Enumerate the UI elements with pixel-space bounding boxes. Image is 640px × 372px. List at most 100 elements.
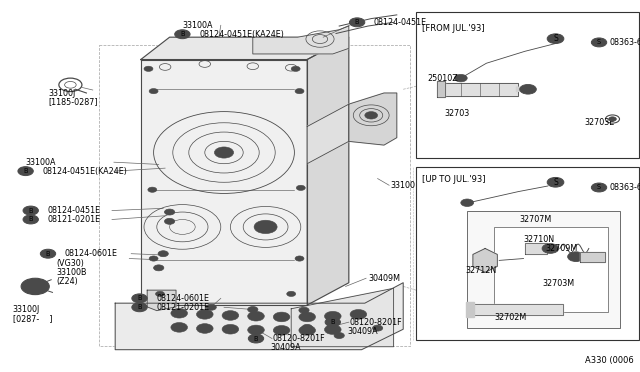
Circle shape [156, 291, 164, 296]
Text: 08124-0601E: 08124-0601E [65, 249, 118, 258]
Text: 08124-0451E(KA24E): 08124-0451E(KA24E) [42, 167, 127, 176]
Circle shape [454, 74, 467, 82]
Circle shape [547, 177, 564, 187]
Circle shape [248, 307, 258, 312]
Text: 33100: 33100 [390, 181, 415, 190]
Polygon shape [445, 83, 518, 96]
Text: 32703E: 32703E [584, 118, 614, 127]
Bar [467, 211, 620, 328]
Polygon shape [349, 93, 397, 145]
Polygon shape [525, 243, 547, 254]
Text: 32702M: 32702M [494, 313, 526, 322]
Text: 33100J: 33100J [48, 89, 76, 97]
Text: B: B [355, 19, 360, 25]
Text: 30409A: 30409A [348, 327, 378, 336]
Circle shape [132, 303, 147, 312]
Text: 32707M: 32707M [520, 215, 552, 224]
Circle shape [295, 89, 304, 94]
Circle shape [542, 244, 559, 253]
Text: 30409A: 30409A [271, 343, 301, 352]
Circle shape [164, 218, 175, 224]
Text: B: B [137, 304, 142, 310]
Circle shape [273, 312, 290, 322]
Circle shape [171, 308, 188, 318]
Text: B: B [330, 319, 335, 325]
Circle shape [350, 310, 367, 319]
Circle shape [372, 325, 383, 331]
Circle shape [349, 18, 365, 27]
Circle shape [149, 89, 158, 94]
Text: 32703: 32703 [445, 109, 470, 118]
Circle shape [144, 66, 153, 71]
Circle shape [23, 215, 38, 224]
Text: B: B [45, 251, 51, 257]
Circle shape [296, 185, 305, 190]
Circle shape [132, 294, 147, 303]
Text: 08124-0451E: 08124-0451E [47, 206, 100, 215]
Circle shape [302, 324, 312, 330]
Circle shape [222, 311, 239, 320]
Text: 32703M: 32703M [543, 279, 575, 288]
Text: [FROM JUL.'93]: [FROM JUL.'93] [422, 24, 485, 33]
Polygon shape [307, 104, 349, 164]
Circle shape [520, 84, 536, 94]
Text: 08363-6122G: 08363-6122G [609, 38, 640, 47]
Circle shape [591, 183, 607, 192]
Circle shape [609, 117, 616, 121]
Text: S: S [553, 178, 558, 187]
Text: 08124-0601E: 08124-0601E [156, 294, 209, 303]
Circle shape [23, 206, 38, 215]
Polygon shape [466, 302, 474, 317]
Circle shape [524, 87, 532, 92]
Polygon shape [253, 26, 349, 54]
Circle shape [547, 34, 564, 44]
Circle shape [568, 252, 584, 262]
Circle shape [334, 333, 344, 339]
Circle shape [222, 324, 239, 334]
Bar [416, 167, 639, 340]
Text: [UP TO JUL.'93]: [UP TO JUL.'93] [422, 175, 486, 184]
Circle shape [196, 324, 213, 333]
Text: 08124-0451E(KA24E): 08124-0451E(KA24E) [199, 30, 284, 39]
Text: B: B [23, 168, 28, 174]
Circle shape [248, 334, 264, 343]
Circle shape [324, 325, 341, 334]
Text: 33100A: 33100A [182, 21, 213, 30]
Circle shape [40, 249, 56, 258]
Circle shape [591, 38, 607, 47]
Text: 33100A: 33100A [26, 158, 56, 167]
Circle shape [295, 256, 304, 261]
Text: 08124-0451E: 08124-0451E [374, 18, 427, 27]
Polygon shape [291, 288, 394, 347]
Circle shape [254, 220, 277, 234]
Circle shape [291, 66, 300, 71]
Polygon shape [141, 60, 307, 305]
Polygon shape [474, 304, 563, 315]
Circle shape [18, 167, 33, 176]
Circle shape [26, 281, 44, 292]
Polygon shape [115, 283, 403, 350]
Circle shape [365, 112, 378, 119]
Circle shape [175, 30, 190, 39]
Text: (VG30): (VG30) [56, 259, 84, 267]
Polygon shape [141, 37, 349, 60]
Circle shape [299, 326, 316, 335]
Polygon shape [307, 37, 349, 305]
Text: B: B [28, 208, 33, 214]
Text: 08363-6122G: 08363-6122G [609, 183, 640, 192]
Text: B: B [137, 295, 142, 301]
Circle shape [31, 284, 40, 289]
Circle shape [21, 278, 49, 295]
Text: 08121-0201E: 08121-0201E [156, 303, 209, 312]
Text: 32710N: 32710N [524, 235, 555, 244]
Text: B: B [28, 217, 33, 222]
Text: 33100B: 33100B [56, 268, 87, 277]
Text: B: B [180, 31, 185, 37]
Circle shape [214, 147, 234, 158]
Circle shape [158, 251, 168, 257]
Circle shape [299, 307, 309, 313]
Circle shape [299, 312, 316, 322]
Text: A330 (0006: A330 (0006 [585, 356, 634, 365]
Text: 08121-0201E: 08121-0201E [47, 215, 100, 224]
Text: 32709M: 32709M [545, 244, 577, 253]
